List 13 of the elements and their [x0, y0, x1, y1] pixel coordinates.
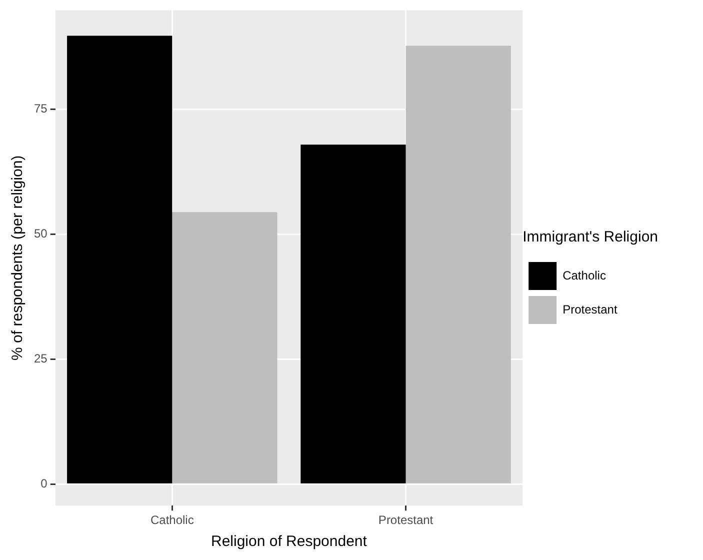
y-tick-label: 25 [34, 351, 48, 366]
x-axis-title: Religion of Respondent [210, 533, 368, 550]
legend-label: Catholic [562, 268, 606, 282]
legend-label: Protestant [562, 302, 618, 316]
legend-title: Immigrant's Religion [522, 228, 658, 246]
y-tick-label: 0 [40, 476, 48, 490]
bar [172, 212, 278, 484]
y-tick-label: 50 [34, 226, 48, 240]
bar [300, 144, 406, 484]
bar [406, 46, 511, 484]
y-axis-title: % of respondents (per religion) [9, 155, 26, 360]
y-tick-label: 75 [34, 101, 48, 116]
bar [67, 36, 172, 484]
